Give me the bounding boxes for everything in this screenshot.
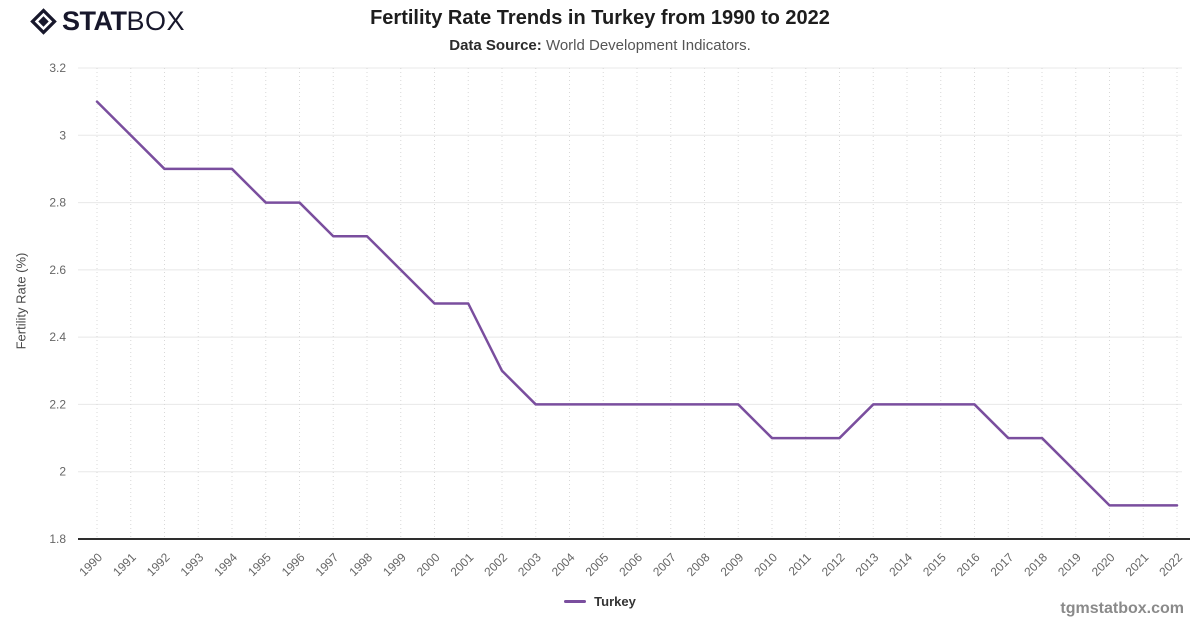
legend-marker-turkey — [564, 600, 587, 603]
x-tick-label: 1999 — [380, 550, 409, 579]
x-tick-label: 2007 — [650, 550, 679, 579]
title-block: Fertility Rate Trends in Turkey from 199… — [0, 7, 1200, 54]
x-tick-label: 2022 — [1156, 550, 1185, 579]
data-source-label: Data Source: — [449, 37, 542, 54]
watermark: tgmstatbox.com — [1060, 600, 1184, 617]
brand-box-text: BOX — [126, 6, 186, 36]
line-chart: 1.8 2 2.2 2.4 2.6 2.8 3 3.2 1990 1991 1992 1993 1994… — [49, 61, 1190, 579]
x-tick-label: 1994 — [211, 550, 240, 579]
brand-logo: STATBOX — [30, 7, 185, 35]
x-tick-label: 2005 — [583, 550, 612, 579]
y-tick-label: 3 — [59, 128, 66, 142]
x-tick-label: 1992 — [144, 550, 173, 579]
x-tick-label: 2003 — [515, 550, 544, 579]
x-tick-label: 2020 — [1089, 550, 1118, 579]
x-tick-label: 1990 — [76, 550, 105, 579]
y-tick-label: 2.4 — [49, 330, 66, 344]
x-tick-label: 1991 — [110, 550, 139, 579]
y-tick-label: 3.2 — [49, 61, 66, 75]
x-tick-label: 2001 — [448, 550, 477, 579]
y-tick-label: 2.2 — [49, 397, 66, 411]
x-tick-label: 2013 — [853, 550, 882, 579]
x-tick-label: 2012 — [819, 550, 848, 579]
x-tick-label: 2010 — [751, 550, 780, 579]
x-tick-label: 2009 — [718, 550, 747, 579]
x-tick-label: 2016 — [954, 550, 983, 579]
x-tick-label: 1997 — [313, 550, 342, 579]
x-tick-label: 2011 — [786, 550, 814, 578]
x-tick-label: 2014 — [886, 550, 915, 579]
x-tick-label: 1993 — [178, 550, 207, 579]
x-tick-label: 2000 — [414, 550, 443, 579]
x-tick-label: 1995 — [245, 550, 274, 579]
brand-wordmark: STATBOX — [62, 7, 185, 35]
legend-label-turkey: Turkey — [594, 594, 636, 609]
y-tick-label: 1.8 — [49, 532, 66, 546]
x-tick-label: 2008 — [684, 550, 713, 579]
x-tick-label: 2015 — [920, 550, 949, 579]
statbox-diamond-icon — [30, 7, 57, 35]
x-tick-label: 2018 — [1021, 550, 1050, 579]
x-tick-label: 2017 — [988, 550, 1017, 579]
x-tick-label: 2002 — [481, 550, 510, 579]
x-tick-label: 1998 — [346, 550, 375, 579]
x-tick-label: 2006 — [616, 550, 645, 579]
chart-title: Fertility Rate Trends in Turkey from 199… — [370, 7, 830, 29]
y-tick-label: 2 — [59, 465, 66, 479]
x-tick-label: 2004 — [549, 550, 578, 579]
x-tick-label: 1996 — [279, 550, 308, 579]
y-tick-label: 2.6 — [49, 263, 66, 277]
brand-stat-text: STAT — [62, 6, 127, 36]
chart-subtitle: Data Source: World Development Indicator… — [0, 37, 1200, 54]
legend: Turkey — [0, 594, 1200, 609]
series-line-turkey — [95, 100, 1179, 507]
data-source-text: World Development Indicators. — [545, 37, 751, 54]
x-tick-label: 2021 — [1123, 550, 1152, 579]
x-tick-label: 2019 — [1055, 550, 1084, 579]
y-tick-label: 2.8 — [49, 196, 66, 210]
